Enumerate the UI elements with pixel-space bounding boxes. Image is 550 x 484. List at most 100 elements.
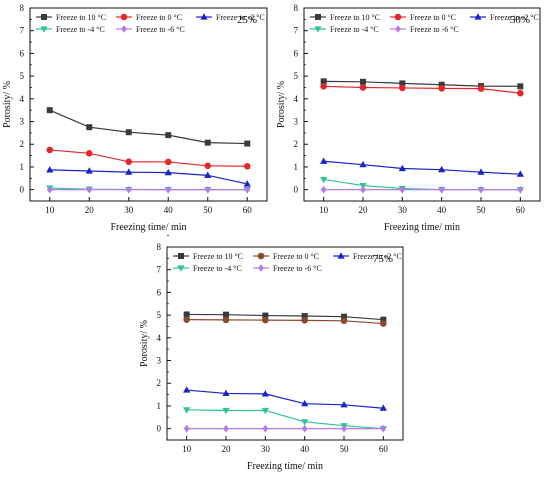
y-tick-label: 0 — [20, 185, 25, 195]
series-line — [49, 109, 248, 145]
legend-entry: Freeze to -2 °C — [216, 13, 265, 22]
y-tick-label: 5 — [294, 71, 299, 81]
legend-marker — [315, 14, 321, 20]
data-point — [222, 389, 230, 397]
data-point — [380, 316, 387, 323]
legend-marker — [474, 13, 482, 20]
legend-marker — [314, 26, 322, 33]
y-tick-label: 4 — [20, 94, 25, 104]
chart-panel-3: 0 1 2 3 4 5 6 7 8 10 20 30 40 50 60 Freezing time/ min P… — [139, 235, 404, 472]
data-point — [165, 132, 172, 139]
data-point — [320, 185, 327, 194]
data-point — [261, 390, 269, 397]
data-point — [204, 139, 211, 146]
legend-marker — [257, 252, 265, 260]
data-point — [164, 158, 172, 166]
panel-annotation: 75% — [373, 253, 393, 265]
data-point — [379, 404, 387, 411]
data-point — [165, 185, 172, 194]
x-tick-label: 10 — [182, 444, 192, 454]
data-point — [262, 424, 269, 433]
data-point — [164, 168, 172, 176]
data-point — [438, 165, 446, 173]
y-tick-label: 0 — [157, 424, 162, 434]
y-tick-label: 6 — [294, 48, 299, 58]
series-line — [323, 178, 521, 191]
data-point — [222, 316, 230, 324]
legend-entry: Freeze to -6 °C — [410, 25, 459, 34]
data-point — [204, 185, 211, 194]
legend-entry: Freeze to -2 °C — [490, 13, 539, 22]
legend-marker — [395, 25, 401, 33]
data-point — [85, 167, 93, 174]
data-point — [183, 386, 191, 393]
x-tick-label: 50 — [340, 444, 350, 454]
y-tick-label: 0 — [294, 185, 299, 195]
legend-entry: Freeze to 0 °C — [273, 252, 319, 261]
y-axis-label: Porosity/ % — [2, 81, 13, 128]
data-point — [204, 162, 212, 170]
data-point — [438, 185, 445, 194]
data-point — [360, 185, 366, 194]
x-tick-label: 30 — [398, 205, 408, 215]
data-point — [341, 424, 347, 433]
data-point — [86, 124, 93, 131]
legend-entry: Freeze to 0 °C — [410, 13, 456, 22]
data-point — [320, 83, 327, 90]
x-axis-label: Freezing time/ min — [110, 222, 186, 233]
data-point — [85, 150, 93, 157]
y-tick-label: 6 — [20, 48, 25, 58]
legend-entry: Freeze to 0 °C — [136, 13, 182, 22]
data-point — [223, 311, 229, 318]
data-point — [244, 185, 251, 194]
legend-entry: Freeze to 10 °C — [193, 252, 243, 261]
data-point — [183, 424, 190, 433]
y-axis-label: Porosity/ % — [139, 320, 150, 367]
y-tick-label: 3 — [157, 356, 162, 366]
x-tick-label: 10 — [45, 205, 55, 215]
y-tick-label: 2 — [157, 378, 162, 388]
data-point — [243, 162, 251, 170]
data-point — [262, 312, 269, 319]
series-line — [323, 80, 521, 87]
x-tick-label: 10 — [319, 205, 329, 215]
data-point — [46, 166, 54, 173]
series-line — [186, 409, 384, 430]
legend-entry: Freeze to -4 °C — [193, 264, 242, 273]
data-point — [204, 171, 212, 178]
data-point — [125, 168, 133, 175]
y-tick-label: 4 — [157, 333, 162, 343]
x-tick-label: 30 — [124, 205, 134, 215]
data-point — [320, 78, 327, 85]
data-point — [360, 78, 366, 85]
legend-marker — [178, 253, 184, 259]
series-line — [323, 160, 521, 175]
series-line — [49, 169, 248, 185]
data-point — [222, 407, 230, 415]
y-tick-label: 1 — [294, 162, 299, 172]
legend-marker — [120, 13, 128, 21]
x-tick-label: 60 — [516, 205, 526, 215]
y-tick-label: 3 — [20, 117, 25, 127]
data-point — [46, 185, 53, 194]
y-tick-label: 6 — [157, 287, 162, 297]
y-tick-label: 7 — [294, 26, 299, 36]
data-point — [340, 317, 348, 325]
data-point — [301, 313, 308, 320]
x-tick-label: 20 — [85, 205, 95, 215]
data-point — [244, 140, 251, 147]
y-tick-label: 2 — [20, 139, 25, 149]
y-tick-label: 7 — [157, 265, 162, 275]
data-point — [86, 185, 93, 194]
data-point — [341, 313, 347, 320]
data-point — [223, 424, 229, 433]
data-point — [183, 407, 191, 414]
series-line — [186, 389, 384, 409]
data-point — [301, 419, 309, 426]
legend-marker — [258, 264, 264, 272]
legend-marker — [200, 13, 208, 20]
data-point — [301, 399, 309, 407]
x-tick-label: 50 — [203, 205, 213, 215]
